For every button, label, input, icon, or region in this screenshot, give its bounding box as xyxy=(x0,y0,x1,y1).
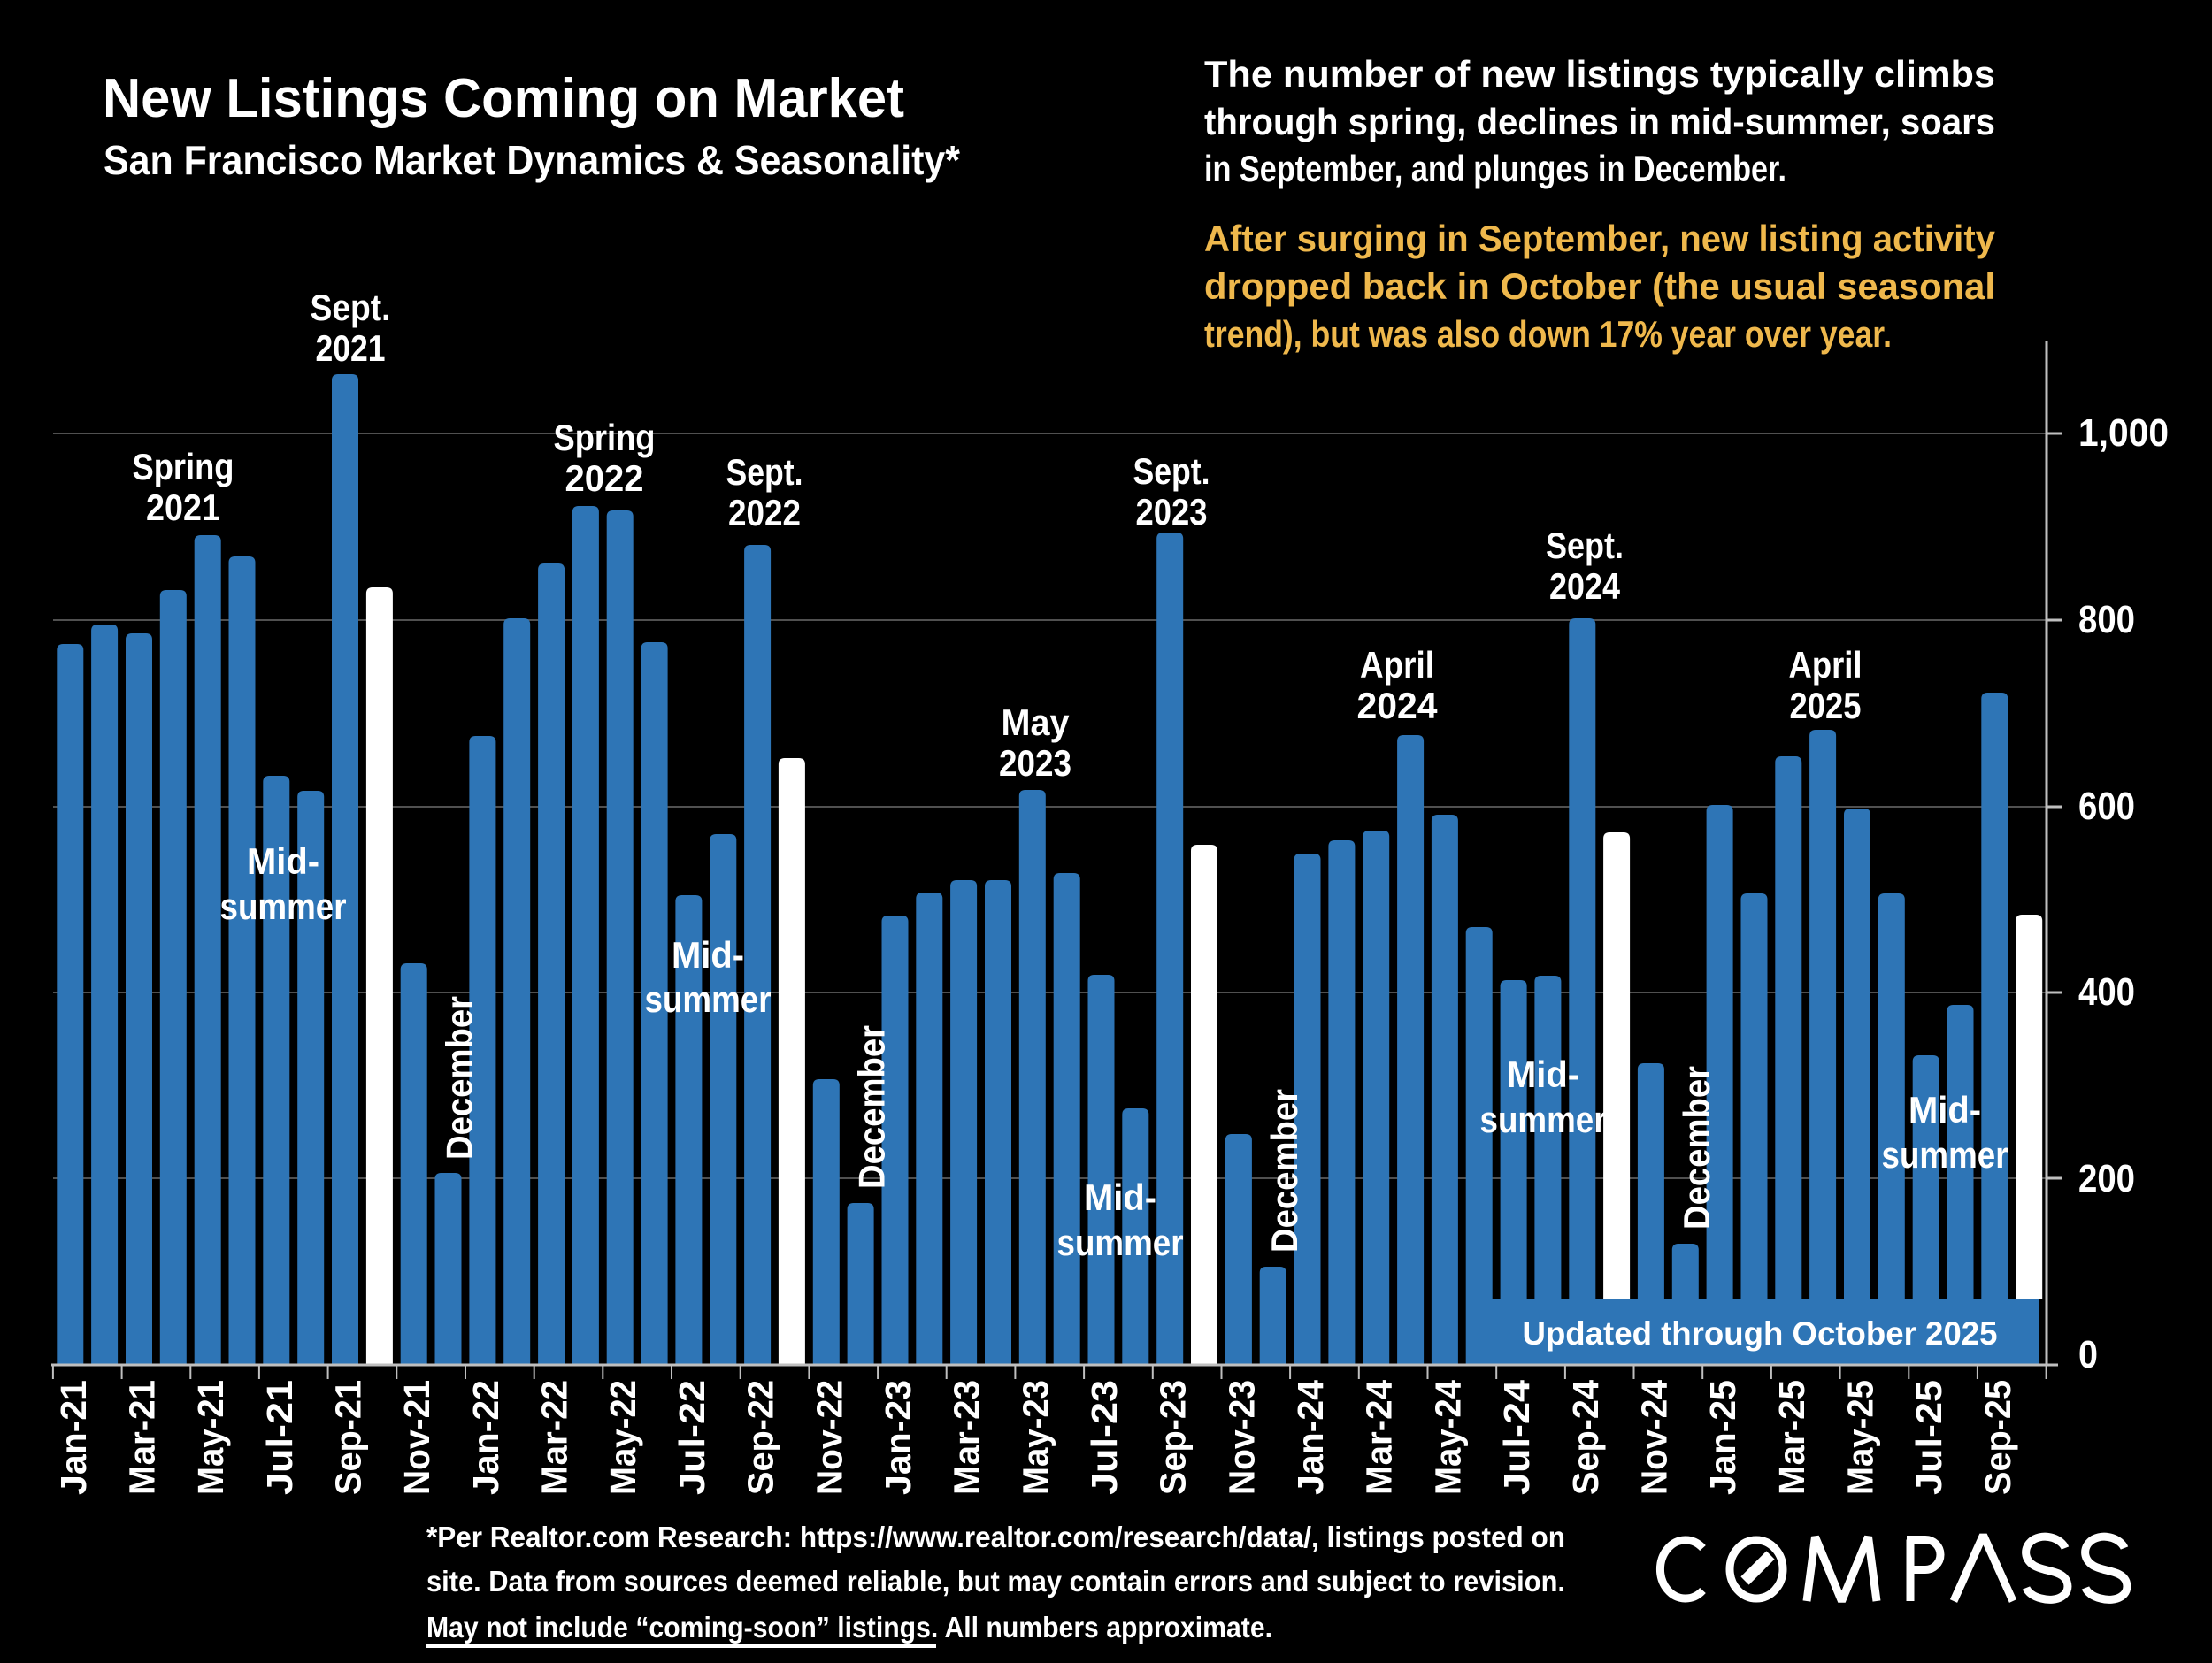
svg-text:Mar-25: Mar-25 xyxy=(1771,1380,1812,1495)
svg-text:Nov-23: Nov-23 xyxy=(1221,1380,1262,1495)
svg-text:Mid-: Mid- xyxy=(1084,1176,1156,1218)
svg-text:December: December xyxy=(439,996,480,1160)
svg-text:Sep-22: Sep-22 xyxy=(741,1380,781,1495)
svg-text:Sep-21: Sep-21 xyxy=(328,1380,369,1495)
svg-text:Nov-24: Nov-24 xyxy=(1633,1380,1674,1495)
svg-text:May-24: May-24 xyxy=(1427,1380,1468,1495)
svg-text:May-23: May-23 xyxy=(1015,1380,1056,1495)
svg-text:Mar-22: Mar-22 xyxy=(534,1380,575,1495)
svg-text:through spring, declines in mi: through spring, declines in mid-summer, … xyxy=(1204,101,1995,142)
svg-text:Jan-25: Jan-25 xyxy=(1702,1380,1743,1495)
svg-text:Mid-: Mid- xyxy=(672,934,744,976)
svg-text:San Francisco Market Dynamics: San Francisco Market Dynamics & Seasonal… xyxy=(104,137,960,183)
svg-text:2022: 2022 xyxy=(565,457,644,499)
svg-text:2025: 2025 xyxy=(1790,685,1862,726)
svg-text:Mid-: Mid- xyxy=(1909,1089,1981,1130)
svg-text:May-21: May-21 xyxy=(190,1380,231,1495)
svg-text:December: December xyxy=(1263,1089,1305,1253)
svg-text:The number of new listings typ: The number of new listings typically cli… xyxy=(1204,53,1995,95)
svg-text:Sept.: Sept. xyxy=(311,287,391,328)
svg-text:site. Data from sources deemed: site. Data from sources deemed reliable,… xyxy=(426,1565,1565,1598)
svg-text:Jan-22: Jan-22 xyxy=(465,1380,506,1495)
svg-text:2021: 2021 xyxy=(316,327,386,369)
svg-text:After surging in September, ne: After surging in September, new listing … xyxy=(1204,218,1996,259)
svg-text:December: December xyxy=(851,1025,893,1189)
svg-text:Sept.: Sept. xyxy=(726,451,803,493)
svg-text:Spring: Spring xyxy=(554,417,656,458)
svg-text:April: April xyxy=(1789,644,1863,686)
svg-text:May-25: May-25 xyxy=(1840,1380,1881,1495)
svg-text:2023: 2023 xyxy=(1136,491,1208,533)
svg-text:2021: 2021 xyxy=(146,487,220,528)
svg-text:Jul-22: Jul-22 xyxy=(672,1380,712,1495)
svg-text:Jan-23: Jan-23 xyxy=(878,1380,918,1495)
svg-text:summer: summer xyxy=(645,978,772,1020)
svg-text:dropped back in October (the u: dropped back in October (the usual seaso… xyxy=(1204,265,1995,307)
svg-text:600: 600 xyxy=(2078,785,2135,828)
svg-text:Mid-: Mid- xyxy=(1507,1054,1579,1095)
svg-text:Jul-25: Jul-25 xyxy=(1909,1380,1949,1495)
svg-text:2023: 2023 xyxy=(999,742,1071,784)
svg-text:April: April xyxy=(1360,644,1434,686)
svg-text:summer: summer xyxy=(1057,1222,1184,1263)
svg-text:Jul-24: Jul-24 xyxy=(1496,1380,1537,1495)
svg-text:May not include “coming-soon”: May not include “coming-soon” listings. … xyxy=(426,1611,1272,1644)
svg-text:trend), but was also down 17%: trend), but was also down 17% year over … xyxy=(1204,313,1892,355)
svg-text:800: 800 xyxy=(2078,598,2135,641)
svg-text:December: December xyxy=(1676,1066,1717,1230)
svg-text:0: 0 xyxy=(2078,1333,2098,1376)
svg-text:in September, and plunges in D: in September, and plunges in December. xyxy=(1204,148,1786,189)
svg-text:Jan-21: Jan-21 xyxy=(53,1380,94,1495)
svg-text:Sep-24: Sep-24 xyxy=(1565,1380,1606,1495)
svg-text:400: 400 xyxy=(2078,970,2135,1014)
svg-text:Mid-: Mid- xyxy=(247,840,319,882)
svg-text:2024: 2024 xyxy=(1549,565,1621,607)
svg-text:summer: summer xyxy=(1882,1134,2008,1176)
svg-text:200: 200 xyxy=(2078,1157,2135,1200)
svg-text:summer: summer xyxy=(1480,1099,1607,1140)
svg-text:New Listings Coming on Market: New Listings Coming on Market xyxy=(103,68,904,129)
svg-text:Mar-23: Mar-23 xyxy=(947,1380,987,1495)
svg-text:Mar-21: Mar-21 xyxy=(122,1380,163,1495)
svg-text:2022: 2022 xyxy=(728,492,801,533)
svg-text:May-22: May-22 xyxy=(603,1380,643,1495)
svg-text:Sept.: Sept. xyxy=(1133,450,1210,492)
svg-text:2024: 2024 xyxy=(1357,685,1439,726)
svg-text:Nov-21: Nov-21 xyxy=(396,1380,437,1495)
svg-text:Jul-21: Jul-21 xyxy=(259,1380,300,1495)
svg-text:Updated through October 2025: Updated through October 2025 xyxy=(1523,1315,1998,1352)
svg-text:May: May xyxy=(1002,701,1071,743)
svg-text:Nov-22: Nov-22 xyxy=(809,1380,849,1495)
svg-text:Spring: Spring xyxy=(133,446,234,487)
svg-text:*Per Realtor.com Research: ht: *Per Realtor.com Research: https://www.r… xyxy=(426,1521,1565,1553)
svg-text:1,000: 1,000 xyxy=(2078,411,2169,455)
svg-text:summer: summer xyxy=(220,885,347,927)
svg-text:Sep-25: Sep-25 xyxy=(1978,1380,2018,1495)
svg-text:Mar-24: Mar-24 xyxy=(1359,1380,1400,1495)
svg-text:Sep-23: Sep-23 xyxy=(1153,1380,1194,1495)
svg-text:Sept.: Sept. xyxy=(1546,525,1624,566)
svg-text:Jul-23: Jul-23 xyxy=(1084,1380,1125,1495)
svg-text:Jan-24: Jan-24 xyxy=(1290,1380,1331,1495)
